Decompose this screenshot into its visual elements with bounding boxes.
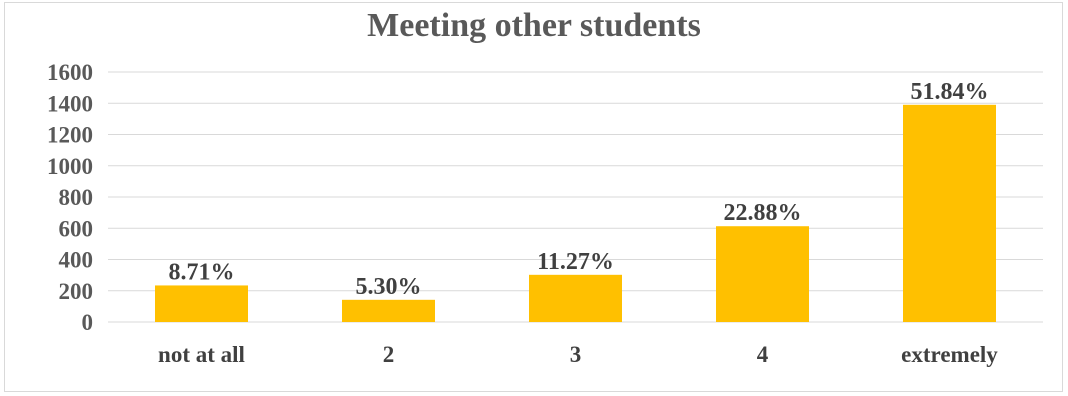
y-tick-label: 600: [59, 216, 94, 241]
y-tick-label: 800: [59, 185, 94, 210]
y-tick-label: 0: [82, 310, 94, 335]
chart-title: Meeting other students: [367, 7, 701, 44]
y-tick-label: 1400: [47, 91, 93, 116]
x-tick-label: 2: [383, 342, 395, 367]
y-tick-label: 200: [59, 279, 94, 304]
x-tick-label: 3: [570, 342, 582, 367]
data-label: 8.71%: [169, 259, 235, 285]
y-tick-label: 1600: [47, 60, 93, 85]
x-tick-label: extremely: [901, 342, 998, 367]
y-tick-label: 400: [59, 248, 94, 273]
data-label: 22.88%: [724, 200, 802, 226]
bar: [342, 299, 435, 322]
bar: [716, 226, 809, 322]
x-tick-label: 4: [757, 342, 769, 367]
data-label: 51.84%: [911, 79, 989, 105]
bar: [529, 274, 622, 322]
data-label: 5.30%: [356, 274, 422, 300]
bar: [903, 104, 996, 322]
x-tick-label: not at all: [158, 342, 245, 367]
y-tick-label: 1200: [47, 123, 93, 148]
y-tick-label: 1000: [47, 154, 93, 179]
bar: [155, 285, 248, 322]
data-label: 11.27%: [537, 249, 614, 275]
